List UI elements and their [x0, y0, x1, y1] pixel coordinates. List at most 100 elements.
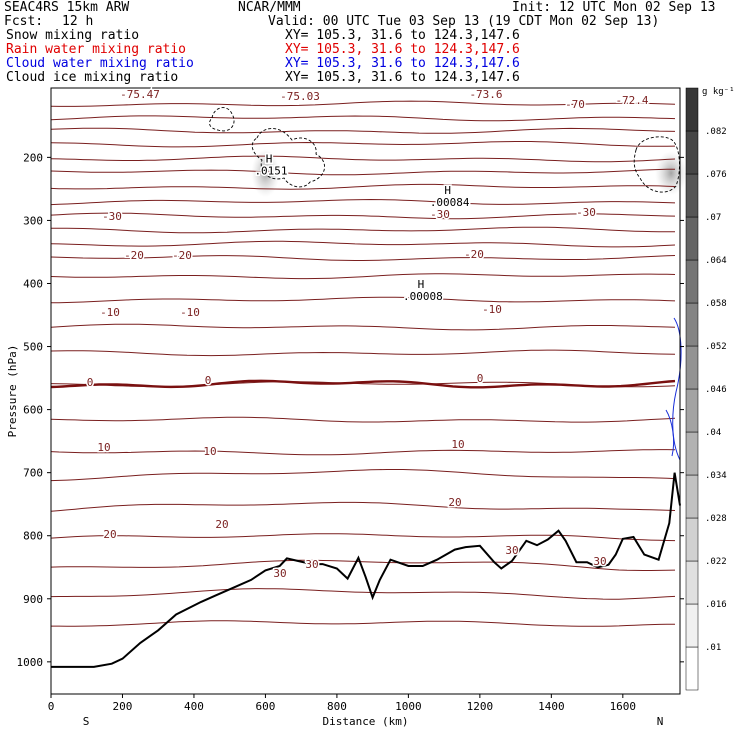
field-rain-xy: XY= 105.3, 31.6 to 124.3,147.6	[285, 42, 520, 57]
colorbar-box	[685, 474, 699, 519]
isotherm-line	[50, 240, 676, 248]
colorbar-box	[685, 388, 699, 433]
x-tick-label: 1600	[610, 700, 637, 713]
extremum-value: .00008	[403, 290, 443, 303]
plot-frame	[50, 87, 681, 695]
colorbar-box	[685, 173, 699, 218]
isotherm-label: -20	[172, 249, 192, 262]
isotherm-label: 30	[305, 558, 318, 571]
isotherm-label: -30	[102, 210, 122, 223]
isotherm-line	[50, 416, 676, 423]
y-tick-label: 800	[23, 530, 43, 543]
colorbar-label: .052	[705, 342, 727, 352]
colorbar-box	[685, 345, 699, 390]
isotherm-label: 0	[205, 374, 212, 387]
isotherm-line	[50, 127, 676, 134]
isotherm-label: -10	[482, 303, 502, 316]
isotherm-line	[50, 100, 676, 107]
y-tick-label: 600	[23, 404, 43, 417]
extremum-marker: H	[444, 184, 451, 197]
x-tick-label: 200	[113, 700, 133, 713]
x-tick-label: 1000	[395, 700, 422, 713]
isotherm-label: -72.4	[615, 94, 648, 107]
isotherm-label: -20	[124, 249, 144, 262]
colorbar-label: .082	[705, 127, 727, 137]
y-axis-title: Pressure (hPa)	[6, 345, 19, 438]
isotherm-line	[50, 255, 676, 261]
colorbar-label: .058	[705, 299, 727, 309]
field-rain-name: Rain water mixing ratio	[6, 42, 187, 57]
isotherm-label: -30	[430, 208, 450, 221]
isotherm-label: 20	[448, 496, 461, 509]
colorbar-box	[685, 603, 699, 648]
terrain-line	[51, 472, 681, 668]
colorbar-label: .028	[705, 514, 727, 524]
isotherm-line	[51, 226, 676, 234]
isotherm-label: 0	[87, 376, 94, 389]
isotherm-line	[50, 183, 676, 190]
isotherm-label: -70	[565, 98, 585, 111]
x-tick-label: 800	[327, 700, 347, 713]
y-tick-label: 300	[23, 214, 43, 227]
model-name: SEAC4RS 15km ARW	[4, 0, 130, 15]
init-time: Init: 12 UTC Mon 02 Sep 13	[512, 0, 716, 15]
isotherm-label: 30	[273, 567, 286, 580]
cloud-ice-shading	[251, 149, 688, 198]
isotherm-line	[50, 198, 676, 206]
extremum-marker: H	[266, 152, 273, 165]
colorbar-box	[685, 259, 699, 304]
colorbar-label: .04	[705, 428, 721, 438]
isotherm-line	[51, 620, 676, 627]
forecast-value: 12 h	[62, 14, 94, 29]
isotherm-line	[50, 168, 676, 176]
isotherm-label: 10	[451, 438, 464, 451]
cloud-contours	[209, 107, 682, 461]
plot-border	[50, 87, 681, 695]
forecast-label: Fcst:	[4, 14, 44, 29]
isotherm-line	[50, 141, 676, 148]
colorbar-box	[685, 560, 699, 605]
isotherm-line	[50, 212, 676, 220]
isotherm-label: -10	[100, 306, 120, 319]
colorbar-label: .076	[705, 170, 727, 180]
org-name: NCAR/MMM	[238, 0, 301, 15]
north-label: N	[657, 715, 664, 728]
field-snow-name: Snow mixing ratio	[6, 28, 140, 43]
isotherm-line	[50, 559, 676, 571]
valid-time: Valid: 00 UTC Tue 03 Sep 13 (19 CDT Mon …	[268, 14, 660, 29]
x-axis-title: Distance (km)	[322, 715, 408, 728]
x-tick-label: 1200	[467, 700, 494, 713]
snow-contour	[209, 107, 235, 132]
temperature-isotherms	[50, 100, 676, 627]
colorbar-box	[685, 431, 699, 476]
isotherm-label: -30	[576, 206, 596, 219]
isotherm-label: -75.03	[280, 90, 320, 103]
field-cloudice-xy: XY= 105.3, 31.6 to 124.3,147.6	[285, 70, 520, 85]
colorbar-label: .022	[705, 557, 727, 567]
south-label: S	[83, 715, 90, 728]
field-cloudwater-name: Cloud water mixing ratio	[6, 56, 194, 71]
isotherm-line	[50, 273, 676, 280]
isotherm-label: 10	[203, 445, 216, 458]
y-tick-label: 1000	[17, 656, 44, 669]
snow-contour	[633, 136, 680, 193]
isotherm-line	[50, 588, 676, 600]
isotherm-label: 0	[477, 372, 484, 385]
isotherm-label: 20	[215, 518, 228, 531]
extremum-value: .00084	[430, 196, 470, 209]
x-tick-label: 400	[184, 700, 204, 713]
isotherm-line	[50, 469, 676, 482]
x-tick-label: 0	[48, 700, 55, 713]
cloud-water-contour	[665, 409, 675, 457]
colorbar-box	[685, 646, 699, 691]
isotherm-label: 20	[103, 528, 116, 541]
colorbar-label: .046	[705, 385, 727, 395]
colorbar-label: .064	[705, 256, 727, 266]
isotherm-line	[50, 449, 676, 456]
field-cloudice-name: Cloud ice mixing ratio	[6, 70, 179, 85]
x-tick-label: 1400	[538, 700, 565, 713]
cloud-ice-shade	[251, 149, 280, 198]
y-tick-label: 500	[23, 341, 43, 354]
